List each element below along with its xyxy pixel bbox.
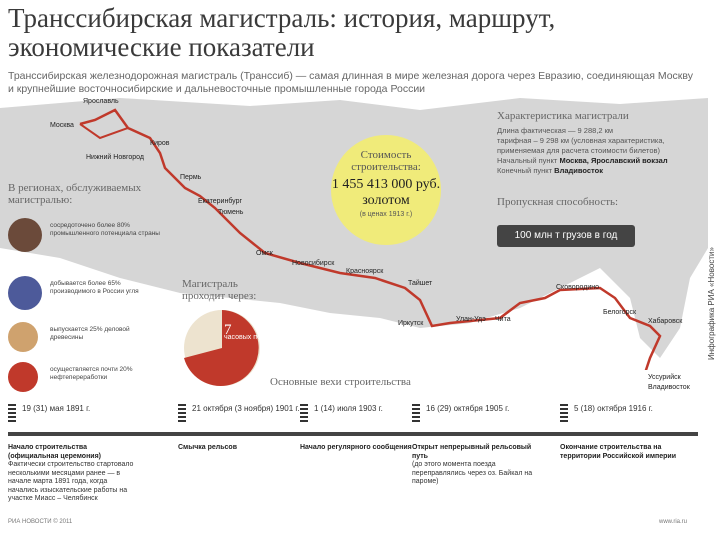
milestone-event: Окончание строительства на территории Ро… bbox=[560, 444, 690, 461]
city-label: Владивосток bbox=[648, 384, 690, 391]
milestone-item: 16 (29) октября 1905 г. Открыт непрерывн… bbox=[412, 404, 540, 485]
characteristics-title: Характеристика магистрали bbox=[497, 110, 629, 122]
pie-title: Магистраль проходит через: bbox=[182, 278, 257, 302]
city-label: Омск bbox=[256, 250, 273, 257]
factory-icon bbox=[8, 218, 42, 252]
cost-value: 1 455 413 000 руб. золотом bbox=[331, 177, 441, 208]
region-text: осуществляется почти 20% нефтепереработк… bbox=[50, 366, 133, 381]
length-tariff: тарифная – 9 298 км (условная характерис… bbox=[497, 136, 665, 155]
city-label: Белогорск bbox=[603, 309, 637, 316]
city-label: Москва bbox=[50, 122, 74, 129]
start-label: Начальный пункт bbox=[497, 156, 558, 165]
city-label: Улан-Удэ bbox=[456, 316, 486, 323]
end-label: Конечный пункт bbox=[497, 166, 553, 175]
milestone-item: 19 (31) мая 1891 г. Начало строительства… bbox=[8, 404, 136, 502]
capacity-bar: 100 млн т грузов в год bbox=[497, 225, 635, 247]
milestone-event-title: Начало строительства (официальная церемо… bbox=[8, 444, 102, 460]
milestone-date: 5 (18) октября 1916 г. bbox=[574, 404, 653, 413]
milestone-event: Начало строительства (официальная церемо… bbox=[8, 444, 138, 504]
city-label: Ярославль bbox=[83, 98, 119, 105]
capacity-title: Пропускная способность: bbox=[497, 196, 619, 208]
footer-left: РИА НОВОСТИ © 2011 bbox=[8, 519, 73, 525]
city-label: Уссурийск bbox=[648, 374, 681, 381]
rail-tick-icon bbox=[178, 404, 186, 424]
city-label: Нижний Новгород bbox=[86, 154, 144, 161]
city-label: Сковородино bbox=[556, 284, 600, 291]
milestones-title: Основные вехи строительства bbox=[270, 376, 411, 388]
oil-drop-icon bbox=[8, 362, 38, 392]
rail-tick-icon bbox=[412, 404, 420, 424]
start-value: Москва, Ярославский вокзал bbox=[559, 156, 668, 165]
city-label: Красноярск bbox=[346, 268, 384, 275]
end-value: Владивосток bbox=[554, 166, 603, 175]
mountain-icon bbox=[8, 276, 42, 310]
milestone-event-title: Окончание строительства на территории Ро… bbox=[560, 444, 676, 460]
timezone-pie bbox=[182, 308, 262, 388]
regions-title: В регионах, обслуживаемых магистралью: bbox=[8, 182, 142, 206]
route-line bbox=[79, 108, 662, 370]
city-label: Иркутск bbox=[398, 320, 424, 327]
milestone-event-title: Начало регулярного сообщения bbox=[300, 444, 412, 451]
cost-heading: Стоимость строительства: bbox=[351, 149, 421, 173]
milestone-date: 21 октября (3 ноября) 1901 г. bbox=[192, 404, 300, 413]
milestone-item: 5 (18) октября 1916 г. Окончание строите… bbox=[560, 404, 688, 460]
rail-tick-icon bbox=[560, 404, 568, 424]
vertical-credit: Инфографика РИА «Новости» bbox=[707, 247, 716, 360]
region-text: выпускается 25% деловой древесины bbox=[50, 326, 130, 341]
milestone-event: Начало регулярного сообщения bbox=[300, 444, 430, 453]
city-label: Новосибирск bbox=[292, 260, 335, 267]
region-text: добывается более 65% производимого в Рос… bbox=[50, 280, 139, 295]
milestone-item: 21 октября (3 ноября) 1901 г. Смычка рел… bbox=[178, 404, 306, 451]
region-text: сосредоточено более 80% промышленного по… bbox=[50, 222, 160, 237]
milestone-item: 1 (14) июля 1903 г. Начало регулярного с… bbox=[300, 404, 428, 451]
cost-circle: Стоимость строительства: 1 455 413 000 р… bbox=[331, 135, 441, 245]
milestone-event-title: Открыт непрерывный рельсовый путь bbox=[412, 444, 532, 460]
pie-slice bbox=[184, 310, 259, 386]
start-point: Начальный пункт Москва, Ярославский вокз… bbox=[497, 156, 697, 166]
characteristics-lines: Длина фактическая — 9 288,2 км тарифная … bbox=[497, 126, 697, 176]
tree-icon bbox=[8, 322, 38, 352]
rail-tick-icon bbox=[8, 404, 16, 424]
pie-label: 7 часовых поясов bbox=[224, 322, 276, 342]
page-title: Транссибирская магистраль: история, марш… bbox=[8, 3, 556, 62]
city-label: Хабаровск bbox=[648, 318, 683, 325]
milestone-date: 16 (29) октября 1905 г. bbox=[426, 404, 510, 413]
page-subtitle: Транссибирская железнодорожная магистрал… bbox=[8, 70, 693, 95]
pie-number: 7 bbox=[224, 322, 232, 338]
route-branch bbox=[79, 123, 129, 140]
city-label: Тюмень bbox=[218, 209, 244, 216]
milestone-event-text: Фактически строительство стартовало неск… bbox=[8, 461, 134, 502]
city-label: Киров bbox=[150, 140, 170, 147]
pie-text: часовых поясов bbox=[224, 334, 276, 341]
rail-tick-icon bbox=[300, 404, 308, 424]
milestone-date: 1 (14) июля 1903 г. bbox=[314, 404, 383, 413]
city-label: Чита bbox=[495, 316, 511, 323]
milestone-event: Смычка рельсов bbox=[178, 444, 308, 453]
footer-right: www.ria.ru bbox=[659, 519, 688, 525]
city-label: Пермь bbox=[180, 174, 202, 181]
timeline-track bbox=[8, 432, 698, 436]
city-label: Екатеринбург bbox=[198, 198, 243, 205]
length-actual: Длина фактическая — 9 288,2 км bbox=[497, 126, 614, 135]
milestone-event-text: (до этого момента поезда переправлялись … bbox=[412, 461, 533, 485]
milestone-event: Открыт непрерывный рельсовый путь (до это… bbox=[412, 444, 542, 487]
city-label: Тайшет bbox=[408, 280, 433, 287]
milestone-date: 19 (31) мая 1891 г. bbox=[22, 404, 91, 413]
cost-note: (в ценах 1913 г.) bbox=[359, 211, 413, 218]
milestone-event-title: Смычка рельсов bbox=[178, 444, 238, 451]
end-point: Конечный пункт Владивосток bbox=[497, 166, 697, 176]
